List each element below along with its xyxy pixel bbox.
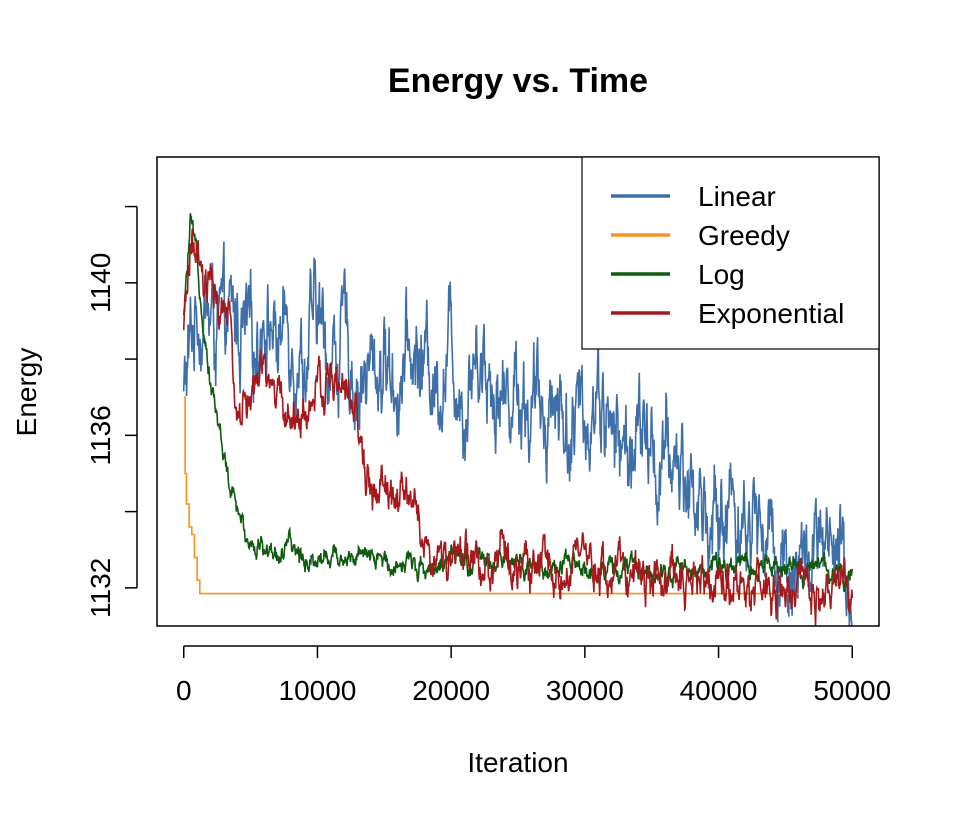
series-layer (182, 213, 854, 626)
y-tick-label: 1136 (85, 405, 116, 465)
legend-label-linear: Linear (698, 181, 776, 212)
legend: Linear Greedy Log Exponential (581, 156, 880, 350)
legend-label-log: Log (698, 259, 745, 290)
y-tick-label: 1132 (85, 558, 116, 618)
series-line-greedy (183, 396, 799, 595)
y-axis-label: Energy (11, 348, 42, 437)
chart-title: Energy vs. Time (388, 62, 648, 100)
series-line-linear (182, 241, 853, 626)
x-tick-label: 30000 (546, 675, 624, 706)
plot-frame (156, 156, 880, 627)
x-axis-label: Iteration (467, 747, 568, 778)
x-tick-label: 0 (176, 675, 192, 706)
series-line-exponential (182, 228, 854, 626)
x-tick-label: 50000 (813, 675, 891, 706)
y-tick-label: 1140 (85, 253, 116, 313)
x-tick-label: 10000 (279, 675, 357, 706)
legend-label-exponential: Exponential (698, 298, 844, 329)
x-tick-label: 40000 (680, 675, 758, 706)
axes-layer: 0 10000 20000 30000 40000 50000 1132 1136 1140 (85, 156, 891, 706)
series-line-log (182, 213, 854, 593)
legend-label-greedy: Greedy (698, 220, 790, 251)
legend-box (581, 156, 880, 350)
x-tick-label: 20000 (412, 675, 490, 706)
